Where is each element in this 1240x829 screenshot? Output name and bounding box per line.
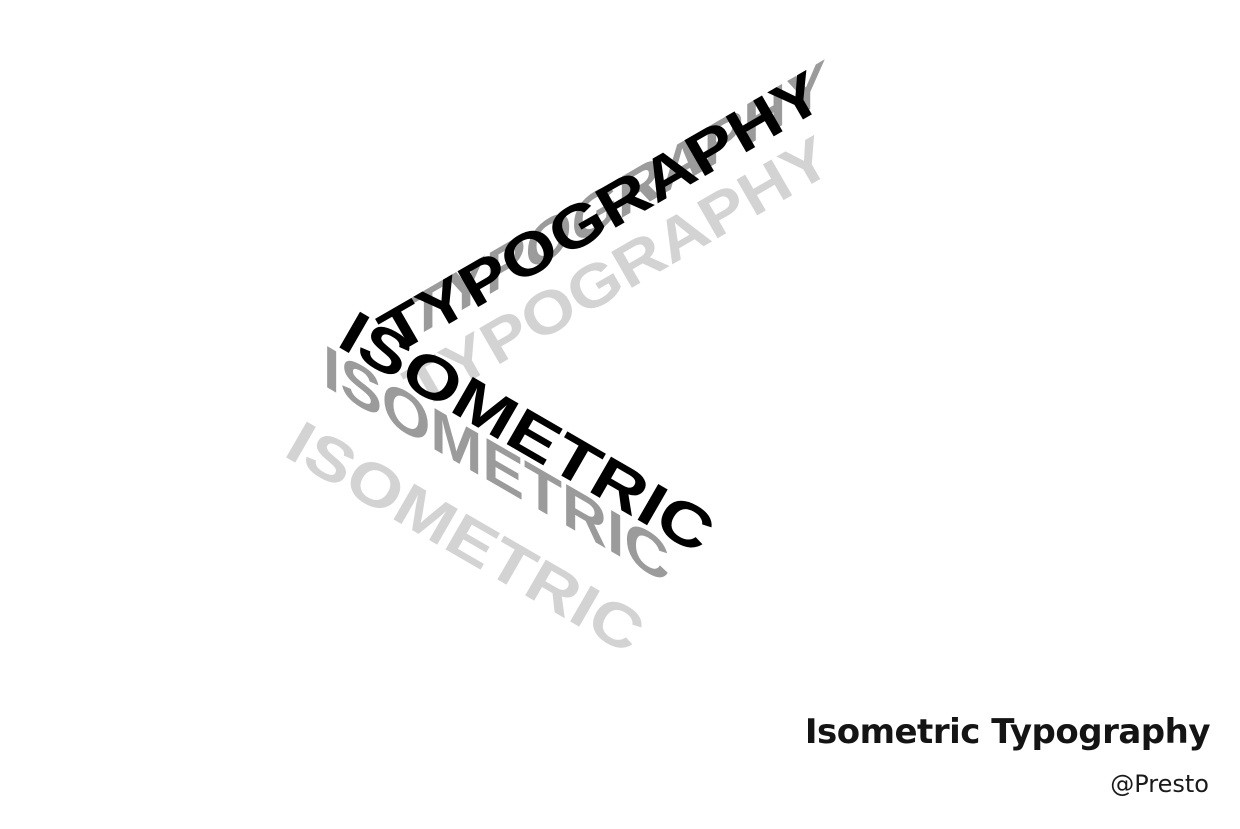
caption-author: @Presto (1110, 770, 1209, 798)
caption-title: Isometric Typography (804, 712, 1211, 752)
